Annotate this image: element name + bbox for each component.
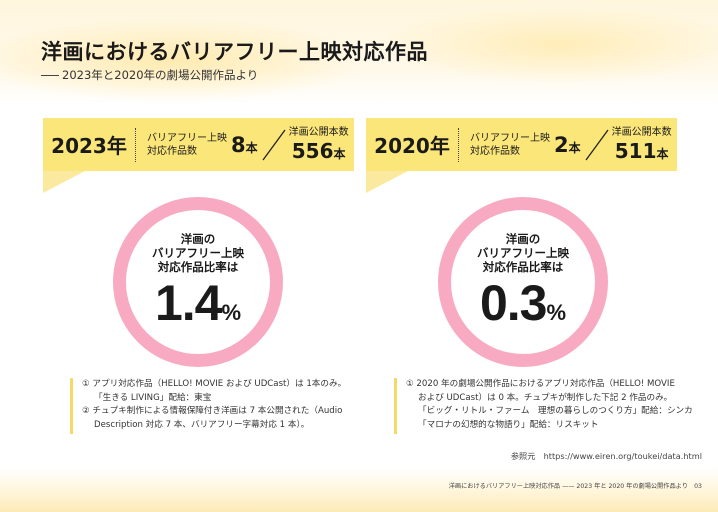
subtitle-dash xyxy=(41,74,59,76)
rate-value-group: 0.3% xyxy=(451,274,595,332)
rate-value: 1.4 xyxy=(154,275,223,331)
total-films-value: 511 xyxy=(614,139,657,163)
note-line: Description 対応 7 本、バリアフリー字幕対応 1 本）。 xyxy=(94,419,310,430)
note-line: および UDCast）は 0 本。チュプキが制作した下記 2 作品のみ。 xyxy=(418,392,673,403)
rate-value: 0.3 xyxy=(479,275,548,331)
page-title: 洋画におけるバリアフリー上映対応作品 xyxy=(41,40,428,64)
rate-label: 洋画の バリアフリー上映 対応作品比率は xyxy=(451,232,595,274)
total-films-label: 洋画公開本数 xyxy=(611,127,672,138)
bf-count-unit: 本 xyxy=(245,140,258,155)
rate-label-line2: バリアフリー上映 xyxy=(152,246,244,260)
total-films-value-group: 511 本 xyxy=(612,139,672,163)
bf-count-label-line2: 対応作品数 xyxy=(147,145,197,157)
notes-2023: ① アプリ対応作品（HELLO! MOVIE および UDCast）は 1本のみ… xyxy=(70,378,346,434)
bf-count-label: バリアフリー上映 対応作品数 xyxy=(147,132,229,158)
rate-label-line2: バリアフリー上映 xyxy=(477,246,569,260)
rate-circle: 洋画の バリアフリー上映 対応作品比率は 0.3% xyxy=(438,197,608,367)
bf-count-value: 8 xyxy=(231,132,246,157)
total-films-value: 556 xyxy=(291,139,334,163)
total-films-unit: 本 xyxy=(656,147,669,161)
page-footer: 洋画におけるバリアフリー上映対応作品 —— 2023 年と 2020 年の劇場公… xyxy=(448,483,702,490)
rate-circle: 洋画の バリアフリー上映 対応作品比率は 1.4% xyxy=(113,197,283,367)
rate-label-line3: 対応作品比率は xyxy=(482,260,564,274)
page-subtitle-text: 2023年と2020年の劇場公開作品より xyxy=(62,68,259,82)
bf-count-label: バリアフリー上映 対応作品数 xyxy=(470,132,552,158)
bf-count-value: 2 xyxy=(554,132,569,157)
note-line: 「生きる LIVING」配給：東宝 xyxy=(94,392,212,403)
note-line: ① アプリ対応作品（HELLO! MOVIE および UDCast）は 1本のみ… xyxy=(82,379,347,389)
note-line: ② チュプキ制作による情報保障付き洋画は 7 本公開された（Audio xyxy=(82,406,343,417)
note-line: 「マロナの幻想的な物語り」配給：リスキット xyxy=(418,419,599,430)
rate-label-line1: 洋画の xyxy=(180,232,216,246)
note-line: ① 2020 年の劇場公開作品におけるアプリ対応作品（HELLO! MOVIE xyxy=(406,379,675,389)
total-films: 洋画公開本数 556 本 xyxy=(289,126,349,163)
note-line: 「ビッグ・リトル・ファーム 理想の暮らしのつくり方」配給：シンカ xyxy=(418,406,693,417)
total-films: 洋画公開本数 511 本 xyxy=(612,126,672,163)
dotted-divider xyxy=(135,127,136,162)
total-films-value-group: 556 本 xyxy=(289,139,349,163)
dotted-divider xyxy=(458,127,459,162)
bf-count-unit: 本 xyxy=(568,140,581,155)
source-link[interactable]: 参照元 https://www.eiren.org/toukei/data.ht… xyxy=(510,451,702,461)
rate-unit: % xyxy=(546,300,567,325)
slash-divider xyxy=(262,129,286,160)
rate-label: 洋画の バリアフリー上映 対応作品比率は xyxy=(126,232,270,274)
total-films-label: 洋画公開本数 xyxy=(288,127,349,138)
year-label: 2020年 xyxy=(374,134,450,158)
bf-count-label-line1: バリアフリー上映 xyxy=(470,132,550,144)
slash-divider xyxy=(585,129,609,160)
page-subtitle: 2023年と2020年の劇場公開作品より xyxy=(41,67,258,83)
bf-count-label-line1: バリアフリー上映 xyxy=(147,132,227,144)
bar-tail xyxy=(366,171,408,193)
rate-label-line3: 対応作品比率は xyxy=(157,260,239,274)
rate-value-group: 1.4% xyxy=(126,274,270,332)
total-films-unit: 本 xyxy=(333,147,346,161)
bf-count-label-line2: 対応作品数 xyxy=(470,145,520,157)
rate-unit: % xyxy=(221,300,242,325)
rate-label-line1: 洋画の xyxy=(505,232,541,246)
notes-2020: ① 2020 年の劇場公開作品におけるアプリ対応作品（HELLO! MOVIE … xyxy=(394,378,693,434)
year-label: 2023年 xyxy=(51,134,127,158)
bar-tail xyxy=(43,171,85,193)
